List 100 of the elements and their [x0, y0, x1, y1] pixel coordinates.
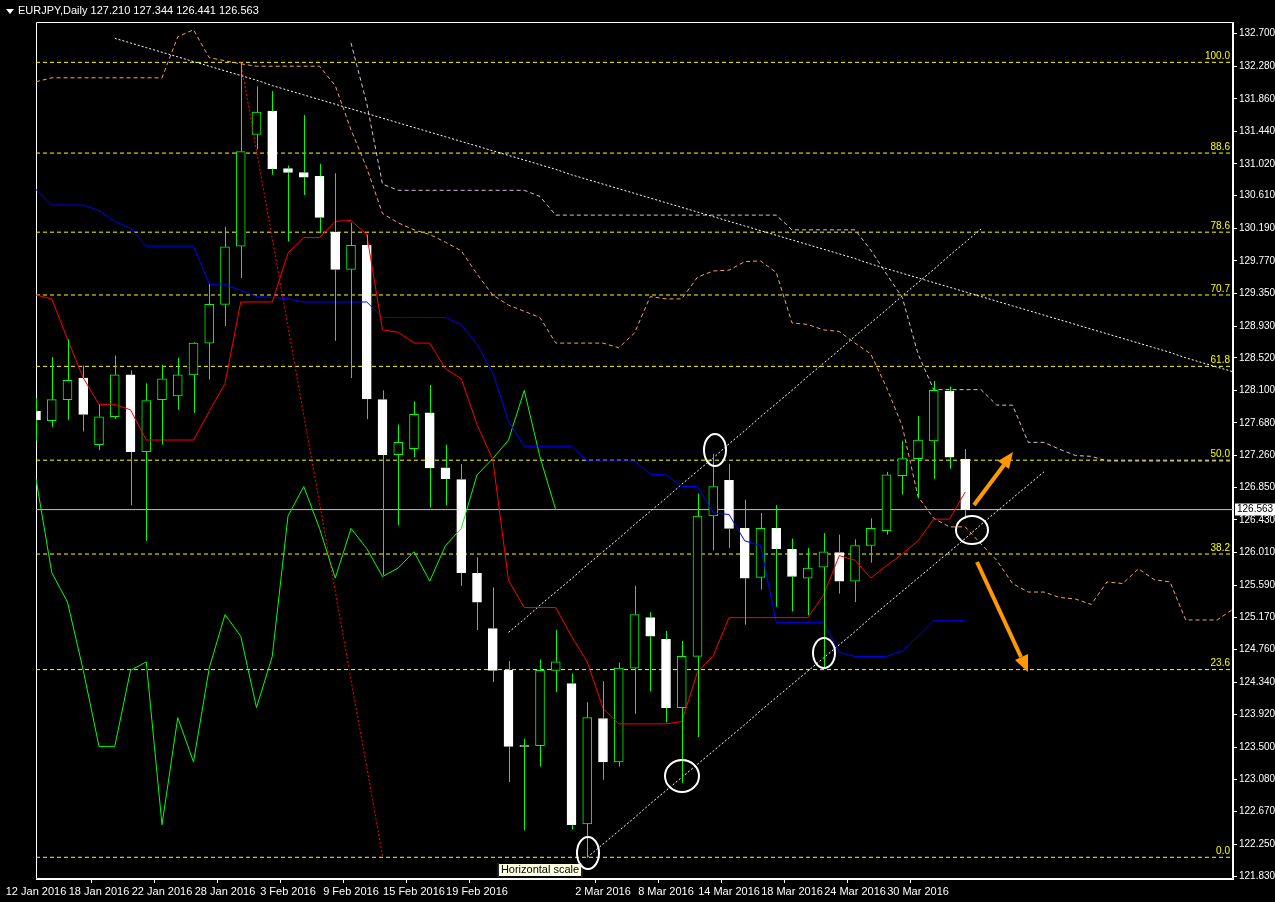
- candlestick: [645, 611, 656, 692]
- candlestick: [409, 400, 419, 458]
- annotation: 38.2: [1210, 541, 1231, 553]
- y-tick-label: 126.430: [1239, 513, 1275, 525]
- candlestick: [771, 504, 782, 608]
- candlestick: [251, 85, 262, 150]
- candlestick: [472, 556, 482, 631]
- candlestick: [834, 534, 845, 595]
- candlestick: [298, 114, 309, 196]
- candlestick: [944, 386, 955, 470]
- y-tick-label: 129.770: [1239, 254, 1275, 266]
- x-tick-label: 24 Mar 2016: [824, 884, 886, 897]
- annotation: Horizontal scale: [500, 863, 580, 876]
- y-tick-label: 131.440: [1239, 125, 1275, 137]
- candlestick: [676, 640, 687, 784]
- candlestick: [78, 365, 89, 432]
- x-tick-label: 12 Jan 2016: [5, 884, 67, 897]
- candlestick: [62, 338, 73, 421]
- candlestick: [787, 538, 797, 612]
- candlestick: [141, 382, 152, 542]
- y-tick-label: 127.680: [1239, 416, 1275, 428]
- ref-line-label: 126.563: [1237, 503, 1274, 515]
- candlestick: [566, 672, 577, 830]
- y-tick-label: 121.830: [1239, 870, 1275, 882]
- candlestick: [708, 453, 719, 551]
- candlestick: [550, 629, 561, 693]
- candlestick: [598, 680, 608, 781]
- y-tick-label: 123.500: [1239, 740, 1275, 752]
- x-tick-label: 9 Feb 2016: [323, 884, 379, 897]
- annotation: 88.6: [1210, 140, 1231, 152]
- candlestick: [960, 448, 971, 520]
- x-tick-label: 19 Feb 2016: [446, 884, 508, 897]
- candlestick: [109, 354, 120, 420]
- candlestick: [46, 356, 57, 428]
- y-tick-label: 126.850: [1239, 481, 1275, 493]
- y-tick-label: 125.590: [1239, 578, 1275, 590]
- x-tick-label: 30 Mar 2016: [887, 884, 949, 897]
- candlestick: [220, 226, 230, 327]
- annotation: 50.0: [1210, 447, 1231, 459]
- y-tick-label: 123.920: [1239, 708, 1275, 720]
- candlestick: [850, 538, 860, 603]
- annotation: 61.8: [1210, 354, 1231, 366]
- annotation: 70.7: [1210, 282, 1231, 294]
- annotation: 23.6: [1210, 657, 1231, 669]
- y-tick-label: 125.170: [1239, 611, 1275, 623]
- candlestick: [865, 517, 876, 564]
- candlestick: [330, 172, 341, 342]
- annotation: 78.6: [1210, 219, 1231, 231]
- candlestick: [629, 585, 640, 715]
- candlestick: [739, 499, 750, 626]
- x-tick-label: 28 Jan 2016: [194, 884, 256, 897]
- candlestick: [172, 357, 183, 411]
- y-tick-label: 128.520: [1239, 351, 1275, 363]
- y-tick-label: 130.610: [1239, 189, 1275, 201]
- candlestick: [897, 440, 908, 495]
- candlestick: [487, 586, 498, 683]
- y-tick-label: 126.010: [1239, 546, 1275, 558]
- x-tick-label: 3 Feb 2016: [260, 884, 316, 897]
- y-tick-label: 131.020: [1239, 157, 1275, 169]
- y-tick-label: 131.860: [1239, 92, 1275, 104]
- candlestick: [913, 415, 923, 499]
- annotation: 100.0: [1204, 50, 1231, 62]
- candlestick: [724, 463, 734, 549]
- candlestick: [346, 222, 356, 379]
- candlestick: [94, 403, 104, 451]
- candlestick: [157, 364, 167, 446]
- candlestick: [456, 463, 467, 587]
- candlestick: [503, 660, 514, 783]
- candlestick: [188, 342, 199, 414]
- y-tick-label: 123.080: [1239, 773, 1275, 785]
- y-tick-label: 132.700: [1239, 27, 1275, 39]
- candlestick: [535, 659, 545, 768]
- candlestick: [361, 234, 372, 420]
- y-tick-label: 132.280: [1239, 59, 1275, 71]
- candlestick: [928, 380, 939, 480]
- y-tick-label: 122.250: [1239, 837, 1275, 849]
- y-tick-label: 127.260: [1239, 449, 1275, 461]
- candlestick: [818, 532, 829, 668]
- candlestick: [881, 471, 892, 536]
- y-tick-label: 124.340: [1239, 675, 1275, 687]
- y-tick-label: 130.190: [1239, 222, 1275, 234]
- candlestick: [204, 283, 215, 381]
- annotation: 0.0: [1216, 845, 1231, 857]
- line-series: [35, 29, 1234, 621]
- candlestick: [424, 384, 435, 508]
- x-tick-label: 15 Feb 2016: [383, 884, 445, 897]
- x-tick-label: 22 Jan 2016: [131, 884, 193, 897]
- candlestick: [692, 493, 703, 738]
- chart-title: EURJPY,Daily 127.210 127.344 126.441 126.563: [18, 4, 259, 17]
- y-tick-label: 122.670: [1239, 805, 1275, 817]
- candlestick: [283, 164, 293, 242]
- x-tick-label: 14 Mar 2016: [698, 884, 760, 897]
- y-tick-label: 128.930: [1239, 319, 1275, 331]
- x-tick-label: 18 Mar 2016: [761, 884, 823, 897]
- y-tick-label: 128.100: [1239, 384, 1275, 396]
- y-tick-label: 124.760: [1239, 643, 1275, 655]
- candlestick: [314, 163, 325, 234]
- x-tick-label: 18 Jan 2016: [68, 884, 130, 897]
- x-tick-label: 2 Mar 2016: [575, 884, 631, 897]
- candlestick: [235, 61, 246, 279]
